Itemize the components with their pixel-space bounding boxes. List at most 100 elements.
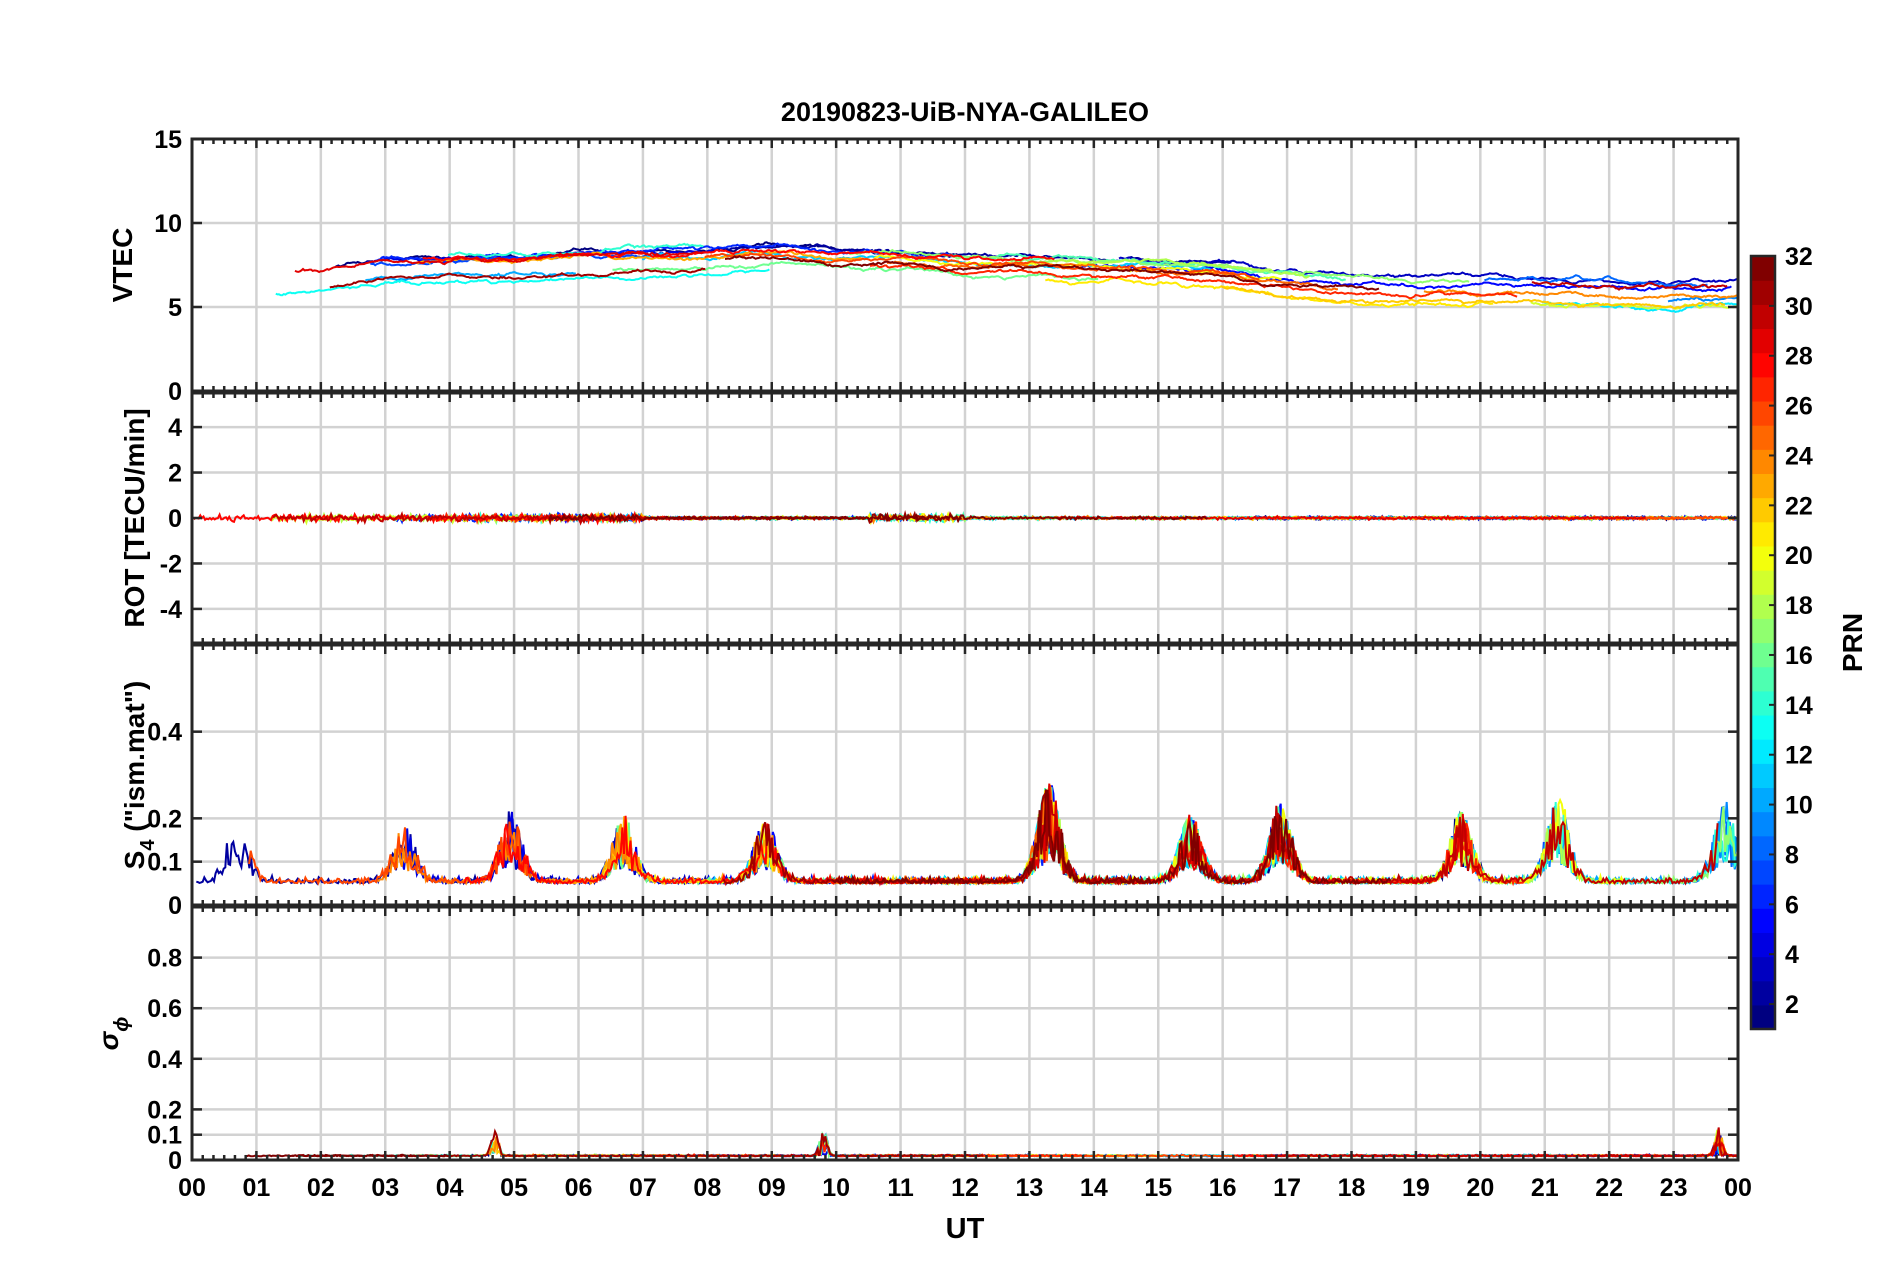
y-tick-label: 0 [168,378,182,406]
colorbar-tick-label: 24 [1785,442,1813,470]
x-tick-label: 23 [1660,1174,1688,1202]
colorbar-segment [1751,497,1775,523]
prn-trace [245,1153,449,1158]
colorbar-segment [1751,304,1775,330]
y-axis-label-suffix: ("ism.mat") [119,681,150,840]
prn-trace [869,263,1518,300]
y-axis-label-main: VTEC [107,228,138,303]
prn-trace [416,250,862,265]
prn-trace [329,267,706,289]
colorbar-segment [1751,980,1775,1006]
y-tick-label: 0 [168,892,182,920]
prn-trace [294,250,704,274]
colorbar-segment [1751,956,1775,982]
prn-trace [248,821,532,887]
y-axis-label: ROT [TECU/min] [119,408,150,627]
y-tick-label: 0.6 [147,995,182,1023]
y-axis-label-subscript: ϕ [111,1017,133,1032]
data-traces [196,783,1738,887]
y-tick-label: 0 [168,1147,182,1175]
x-tick-label: 22 [1595,1174,1623,1202]
x-tick-label: 15 [1144,1174,1172,1202]
prn-trace [275,268,770,297]
prn-trace [724,255,1380,291]
x-tick-label: 18 [1338,1174,1366,1202]
y-tick-label: 4 [168,414,182,442]
colorbar-frame [1749,254,1777,1031]
y-axis-label: σϕ [93,1017,133,1051]
y-axis-label-subscript: 4 [137,839,159,851]
colorbar-segment [1751,449,1775,475]
colorbar-segment [1751,787,1775,813]
data-traces [275,241,1738,313]
x-tick-label: 16 [1209,1174,1237,1202]
colorbar-tick-label: 4 [1785,941,1799,969]
colorbar-segment [1751,280,1775,305]
prn-trace [463,815,1014,887]
y-tick-label: 0.2 [147,805,182,833]
colorbar-segment [1751,376,1775,402]
prn-trace [1484,274,1708,289]
colorbar-tick-label: 20 [1785,542,1813,570]
x-tick-label: 02 [307,1174,335,1202]
colorbar-segment [1751,521,1775,547]
colorbar-segment [1751,811,1775,837]
colorbar-segment [1751,666,1775,692]
colorbar-segment [1751,473,1775,499]
x-tick-label: 04 [436,1174,464,1202]
panel-4: 00.10.2 0.4 0.6 0.8 σϕ [93,905,1740,1175]
y-tick-label: -4 [160,596,182,624]
panel-2: -4 -2 0 2 4 ROT [TECU/min] [119,391,1740,645]
x-tick-label: 01 [243,1174,271,1202]
colorbar-segment [1751,859,1775,885]
x-tick-label: 00 [1724,1174,1752,1202]
y-axis-label: S4 ("ism.mat") [119,681,159,870]
x-tick-label: 06 [565,1174,593,1202]
colorbar-segment [1751,594,1775,619]
prn-trace [950,252,1346,282]
y-tick-label: 0.1 [147,849,182,877]
colorbar-segment [1751,328,1775,354]
prn-trace [1118,256,1738,286]
prn-trace [1530,301,1738,310]
x-tick-label: 21 [1531,1174,1559,1202]
colorbar-tick-label: 28 [1785,343,1813,371]
colorbar-segment [1751,570,1775,595]
x-tick-label: 00 [178,1174,206,1202]
x-tick-label: 20 [1466,1174,1494,1202]
colorbar-segment [1751,1004,1775,1030]
colorbar-tick-label: 2 [1785,991,1799,1019]
colorbar-segment [1751,425,1775,450]
colorbar-tick-label: 32 [1785,243,1813,271]
colorbar-segment [1751,690,1775,716]
colorbar-tick-label: 14 [1785,692,1813,720]
colorbar-segment [1751,739,1775,764]
y-tick-label: 5 [168,294,182,322]
x-tick-label: 07 [629,1174,657,1202]
colorbar-segment [1751,932,1775,958]
y-tick-label: 0 [168,505,182,533]
prn-trace [364,271,577,282]
colorbar-segment [1751,545,1775,571]
prn-trace [612,260,1099,282]
prn-trace [548,512,1208,525]
panel-3: 00.10.20.4S4 ("ism.mat") [119,643,1740,920]
x-axis-label: UT [946,1213,985,1245]
x-tick-label: 12 [951,1174,979,1202]
y-tick-label: 0.2 [147,1096,182,1124]
x-tick-label: 10 [822,1174,850,1202]
y-tick-label: 2 [168,460,182,488]
colorbar-tick-label: 26 [1785,393,1813,421]
x-tick-label: 13 [1016,1174,1044,1202]
y-axis-label: VTEC [107,228,138,303]
colorbar-tick-label: 6 [1785,891,1799,919]
x-tick-label: 05 [500,1174,528,1202]
y-tick-label: 15 [154,126,182,154]
colorbar-tick-label: 12 [1785,742,1813,770]
x-tick-label: 09 [758,1174,786,1202]
y-tick-label: 0.1 [147,1122,182,1150]
y-axis-label-main: σ [93,1030,124,1050]
